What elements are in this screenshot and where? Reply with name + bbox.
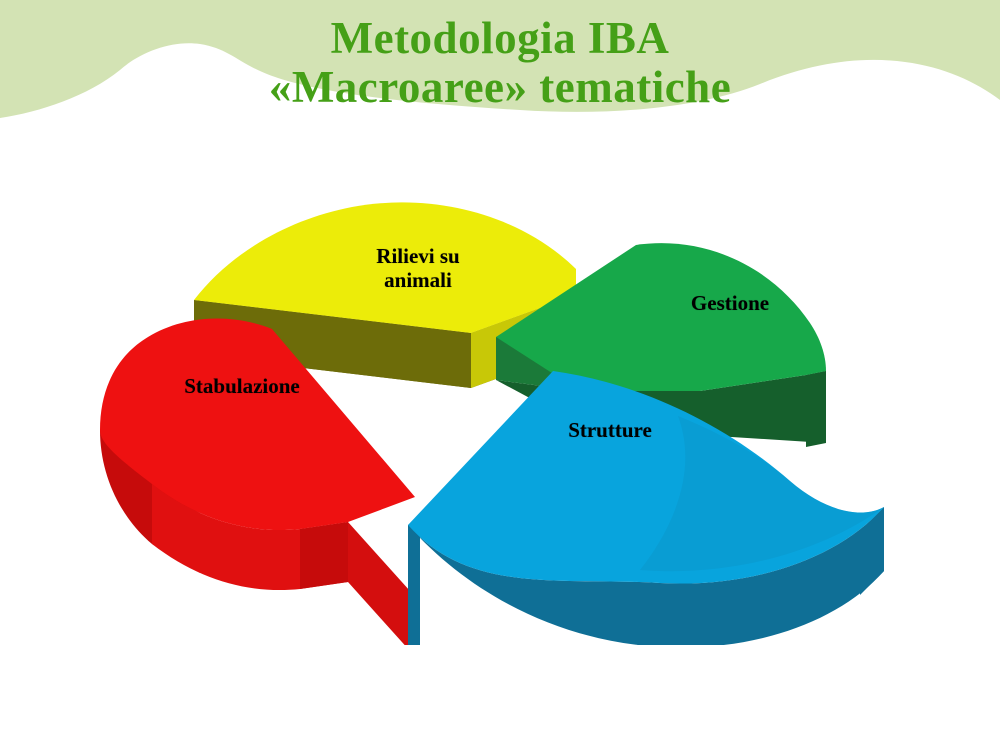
- pie-slice-strutture-side-bottom: [408, 507, 884, 648]
- pie-slice-strutture-side-left: [408, 520, 420, 653]
- pie-slice-strutture-top-shade: [640, 416, 884, 572]
- pie-slice-gestione-top: [496, 243, 826, 391]
- pie-slice-stabulazione-side-front: [152, 484, 348, 591]
- title-line-2: «Macroaree» tematiche: [268, 61, 732, 112]
- pie-slice-strutture-side-right: [860, 507, 884, 595]
- pie-slice-stabulazione[interactable]: [100, 318, 415, 651]
- pie-slice-rilievi-su-animali-top: [194, 202, 576, 333]
- pie-slice-strutture-top: [408, 371, 884, 584]
- banner-wave-lower-fill: [0, 131, 1000, 190]
- pie-slice-strutture[interactable]: [408, 371, 884, 653]
- title-line-1: Metodologia IBA: [330, 13, 670, 63]
- pie-slice-stabulazione-side-right: [300, 522, 348, 589]
- pie-chart: Rilievi su animali Stabulazione Struttur…: [0, 175, 1000, 653]
- pie-chart-svg: [100, 202, 884, 653]
- pie-slice-stabulazione-top: [100, 318, 415, 531]
- page-title: Metodologia IBA «Macroaree» tematiche: [0, 14, 1000, 111]
- banner-white-wave: [0, 43, 1000, 132]
- pie-slice-stabulazione-side-center: [348, 522, 410, 651]
- header-banner: [0, 0, 1000, 190]
